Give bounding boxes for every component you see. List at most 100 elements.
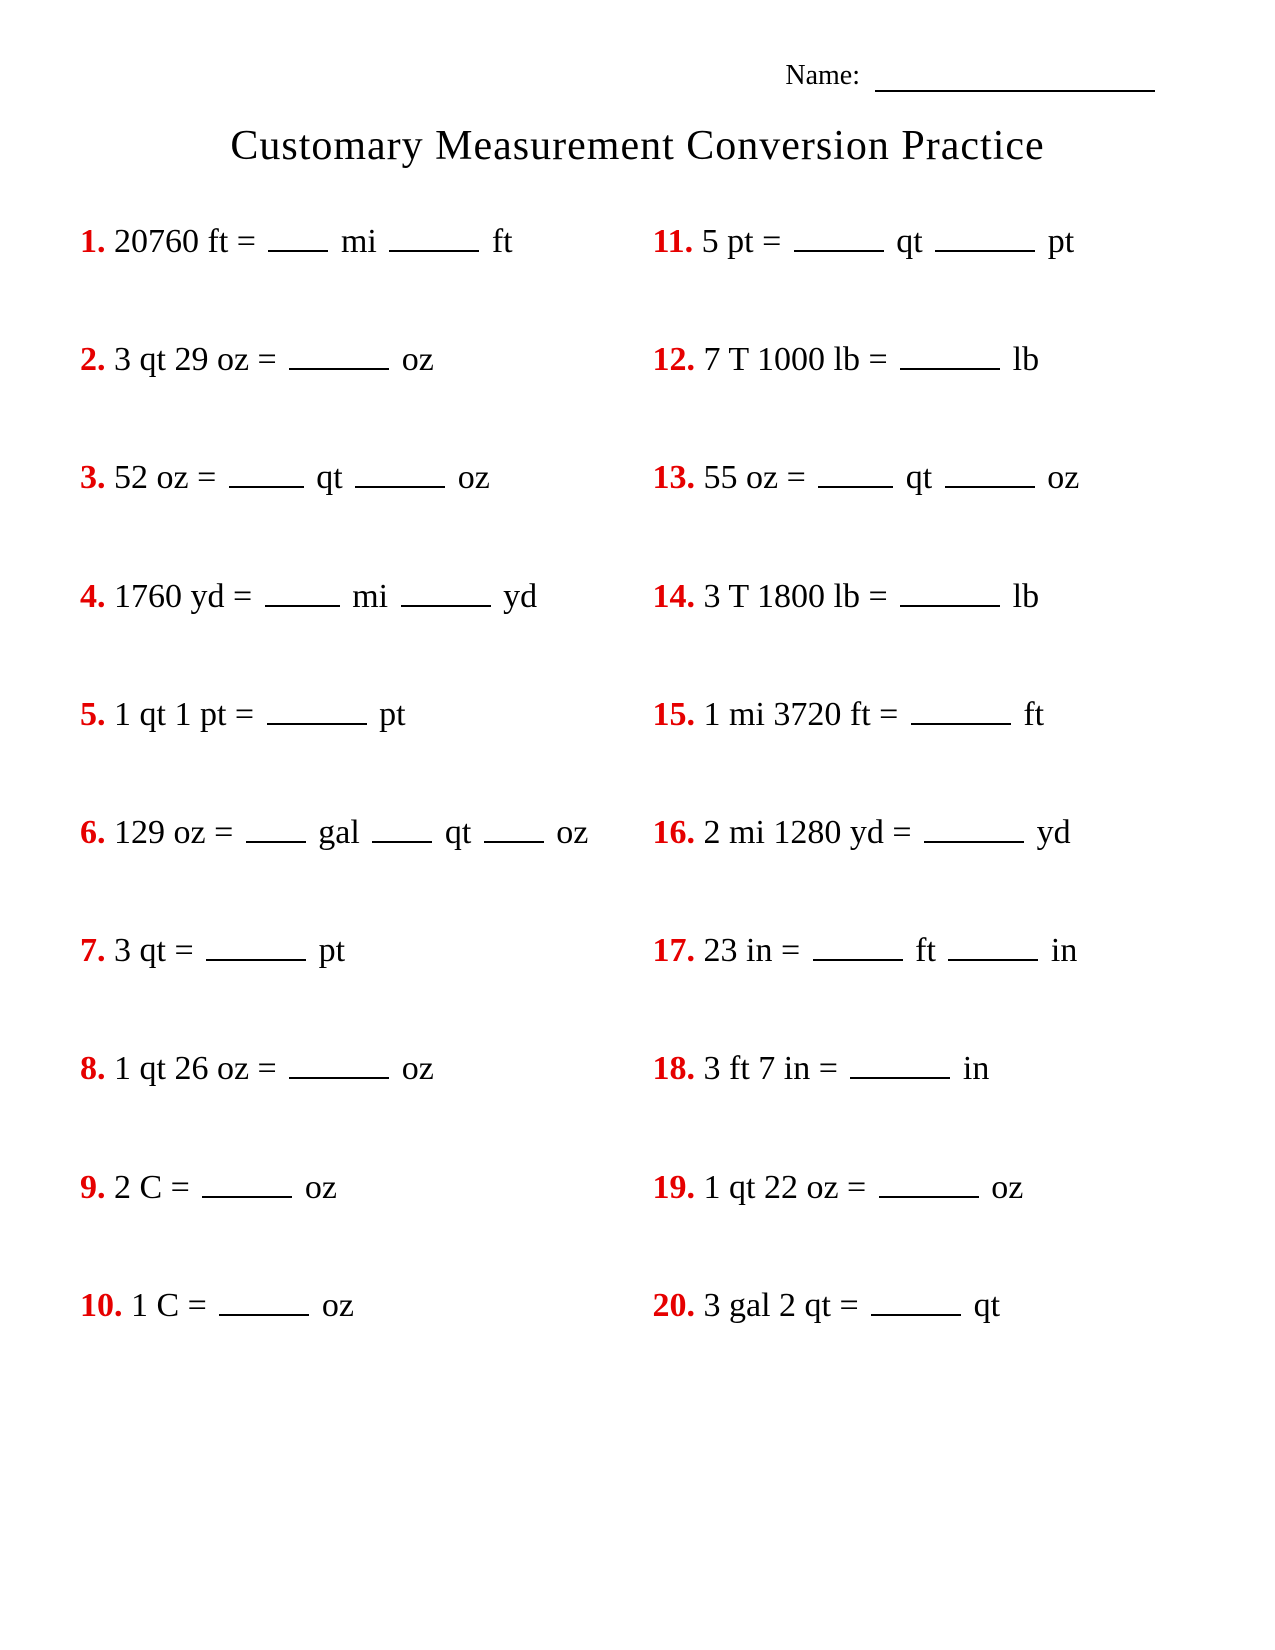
answer-blank[interactable] xyxy=(372,815,432,843)
unit-label: qt xyxy=(888,223,931,260)
unit-label: oz xyxy=(1039,459,1080,496)
unit-label: oz xyxy=(313,1287,354,1324)
unit-label: qt xyxy=(436,814,479,851)
answer-blank[interactable] xyxy=(948,933,1038,961)
unit-label: ft xyxy=(483,223,512,260)
problem-row: 18. 3 ft 7 in = in xyxy=(653,1047,1196,1091)
unit-label: pt xyxy=(310,932,345,969)
answer-blank[interactable] xyxy=(289,1051,389,1079)
problem-row: 12. 7 T 1000 lb = lb xyxy=(653,338,1196,382)
problem-row: 10. 1 C = oz xyxy=(80,1284,623,1328)
answer-blank[interactable] xyxy=(267,697,367,725)
problem-row: 8. 1 qt 26 oz = oz xyxy=(80,1047,623,1091)
problem-lhs: 1 qt 1 pt = xyxy=(114,696,263,733)
problem-row: 14. 3 T 1800 lb = lb xyxy=(653,575,1196,619)
answer-blank[interactable] xyxy=(289,342,389,370)
unit-label: oz xyxy=(393,341,434,378)
answer-blank[interactable] xyxy=(265,579,340,607)
unit-label: oz xyxy=(983,1169,1024,1206)
problem-lhs: 2 mi 1280 yd = xyxy=(704,814,921,851)
unit-label: oz xyxy=(548,814,589,851)
unit-label: yd xyxy=(495,578,538,615)
problem-lhs: 3 gal 2 qt = xyxy=(704,1287,868,1324)
problem-number: 6. xyxy=(80,814,114,851)
problem-number: 13. xyxy=(653,459,704,496)
problem-lhs: 1 qt 22 oz = xyxy=(704,1169,875,1206)
unit-label: qt xyxy=(308,459,351,496)
unit-label: ft xyxy=(1015,696,1044,733)
unit-label: qt xyxy=(897,459,940,496)
answer-blank[interactable] xyxy=(229,461,304,489)
problem-row: 5. 1 qt 1 pt = pt xyxy=(80,693,623,737)
unit-label: lb xyxy=(1004,341,1039,378)
answer-blank[interactable] xyxy=(935,224,1035,252)
problem-number: 5. xyxy=(80,696,114,733)
problem-number: 9. xyxy=(80,1169,114,1206)
problem-row: 4. 1760 yd = mi yd xyxy=(80,575,623,619)
problem-number: 12. xyxy=(653,341,704,378)
unit-label: oz xyxy=(449,459,490,496)
answer-blank[interactable] xyxy=(794,224,884,252)
problem-lhs: 3 T 1800 lb = xyxy=(704,578,897,615)
problem-row: 11. 5 pt = qt pt xyxy=(653,220,1196,264)
answer-blank[interactable] xyxy=(900,579,1000,607)
problem-lhs: 1 qt 26 oz = xyxy=(114,1050,285,1087)
right-column: 11. 5 pt = qt pt 12. 7 T 1000 lb = lb 13… xyxy=(653,220,1196,1402)
answer-blank[interactable] xyxy=(818,461,893,489)
answer-blank[interactable] xyxy=(900,342,1000,370)
name-blank[interactable] xyxy=(875,64,1155,92)
problem-number: 8. xyxy=(80,1050,114,1087)
answer-blank[interactable] xyxy=(206,933,306,961)
problem-lhs: 1 C = xyxy=(131,1287,215,1324)
problem-row: 7. 3 qt = pt xyxy=(80,929,623,973)
answer-blank[interactable] xyxy=(401,579,491,607)
problem-number: 19. xyxy=(653,1169,704,1206)
answer-blank[interactable] xyxy=(219,1288,309,1316)
problem-lhs: 2 C = xyxy=(114,1169,198,1206)
unit-label: lb xyxy=(1004,578,1039,615)
answer-blank[interactable] xyxy=(879,1170,979,1198)
problem-lhs: 20760 ft = xyxy=(114,223,264,260)
problem-row: 9. 2 C = oz xyxy=(80,1166,623,1210)
name-label: Name: xyxy=(785,60,860,91)
answer-blank[interactable] xyxy=(202,1170,292,1198)
problem-row: 6. 129 oz = gal qt oz xyxy=(80,811,623,855)
answer-blank[interactable] xyxy=(355,461,445,489)
answer-blank[interactable] xyxy=(911,697,1011,725)
problem-number: 15. xyxy=(653,696,704,733)
answer-blank[interactable] xyxy=(484,815,544,843)
answer-blank[interactable] xyxy=(268,224,328,252)
problem-number: 17. xyxy=(653,932,704,969)
problem-row: 16. 2 mi 1280 yd = yd xyxy=(653,811,1196,855)
answer-blank[interactable] xyxy=(813,933,903,961)
answer-blank[interactable] xyxy=(389,224,479,252)
unit-label: in xyxy=(1042,932,1077,969)
problem-lhs: 55 oz = xyxy=(704,459,815,496)
problem-lhs: 3 qt = xyxy=(114,932,202,969)
unit-label: mi xyxy=(332,223,385,260)
unit-label: in xyxy=(954,1050,989,1087)
answer-blank[interactable] xyxy=(850,1051,950,1079)
problem-row: 20. 3 gal 2 qt = qt xyxy=(653,1284,1196,1328)
problem-number: 20. xyxy=(653,1287,704,1324)
problem-lhs: 5 pt = xyxy=(702,223,790,260)
answer-blank[interactable] xyxy=(871,1288,961,1316)
answer-blank[interactable] xyxy=(945,461,1035,489)
problem-row: 17. 23 in = ft in xyxy=(653,929,1196,973)
problem-lhs: 3 qt 29 oz = xyxy=(114,341,285,378)
answer-blank[interactable] xyxy=(924,815,1024,843)
name-field: Name: xyxy=(80,60,1195,92)
problem-row: 3. 52 oz = qt oz xyxy=(80,456,623,500)
problem-number: 1. xyxy=(80,223,114,260)
left-column: 1. 20760 ft = mi ft 2. 3 qt 29 oz = oz 3… xyxy=(80,220,623,1402)
answer-blank[interactable] xyxy=(246,815,306,843)
problem-row: 2. 3 qt 29 oz = oz xyxy=(80,338,623,382)
problem-row: 1. 20760 ft = mi ft xyxy=(80,220,623,264)
problem-lhs: 1 mi 3720 ft = xyxy=(704,696,907,733)
problem-number: 4. xyxy=(80,578,114,615)
unit-label: qt xyxy=(965,1287,1000,1324)
problem-row: 15. 1 mi 3720 ft = ft xyxy=(653,693,1196,737)
problem-lhs: 1760 yd = xyxy=(114,578,261,615)
unit-label: pt xyxy=(371,696,406,733)
problem-lhs: 129 oz = xyxy=(114,814,242,851)
